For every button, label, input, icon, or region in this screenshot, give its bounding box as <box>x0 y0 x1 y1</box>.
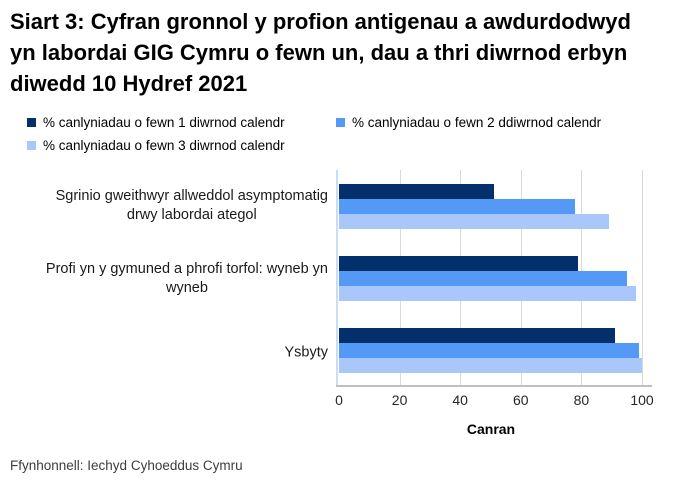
legend-entry-label: % canlyniadau o fewn 3 diwrnod calendr <box>43 138 285 153</box>
source-note: Ffynhonnell: Iechyd Cyhoeddus Cymru <box>10 458 243 473</box>
legend-entry-label: % canlyniadau o fewn 1 diwrnod calendr <box>43 115 285 130</box>
bar-cat1-series1 <box>339 256 579 271</box>
category-label-1: Profi yn y gymuned a phrofi torfol: wyne… <box>0 260 328 298</box>
bar-cat1-series3 <box>339 286 636 301</box>
bar-cat1-series2 <box>339 271 627 286</box>
legend-swatch-icon <box>336 118 345 127</box>
x-tick-label-60: 60 <box>513 392 529 408</box>
legend-entry: % canlyniadau o fewn 1 diwrnod calendr <box>27 115 285 131</box>
x-tick-label-80: 80 <box>573 392 590 408</box>
category-label-text: Ysbyty <box>284 344 328 361</box>
bar-cat2-series1 <box>339 328 615 343</box>
x-axis-line <box>336 385 652 387</box>
legend-entry: % canlyniadau o fewn 2 ddiwrnod calendr <box>336 115 601 131</box>
bar-cat0-series1 <box>339 184 494 199</box>
bar-cat0-series2 <box>339 199 576 214</box>
gridline-100 <box>642 170 643 385</box>
x-tick-label-20: 20 <box>391 392 408 408</box>
legend-entry-label: % canlyniadau o fewn 2 ddiwrnod calendr <box>352 115 602 130</box>
x-axis-title: Canran <box>466 421 516 437</box>
category-label-text: Sgrinio gweithwyr allweddol asymptomatig… <box>55 188 328 223</box>
bar-cat0-series3 <box>339 214 609 229</box>
chart-title: Siart 3: Cyfran gronnol y profion antige… <box>10 9 631 96</box>
bar-cat2-series2 <box>339 343 639 358</box>
legend-swatch-icon <box>27 141 36 150</box>
y-axis-line <box>336 170 338 385</box>
category-label-0: Sgrinio gweithwyr allweddol asymptomatig… <box>0 187 328 225</box>
x-tick-label-100: 100 <box>630 392 654 408</box>
legend-entry: % canlyniadau o fewn 3 diwrnod calendr <box>27 138 285 154</box>
legend-swatch-icon <box>27 118 36 127</box>
x-tick-label-40: 40 <box>452 392 468 408</box>
category-label-2: Ysbyty <box>0 344 328 363</box>
bar-cat2-series3 <box>339 358 642 373</box>
x-tick-label-0: 0 <box>335 392 343 408</box>
category-label-text: Profi yn y gymuned a phrofi torfol: wyne… <box>45 261 328 296</box>
